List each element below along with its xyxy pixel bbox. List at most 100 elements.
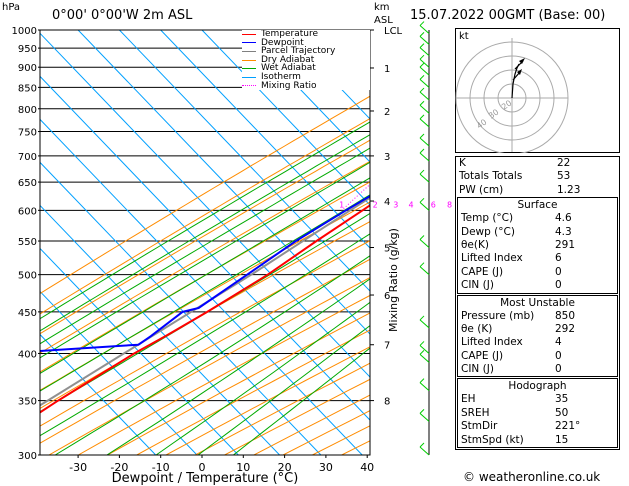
parcel-trajectory-line (40, 196, 370, 407)
legend-swatch (242, 50, 256, 52)
most-unstable-label: CIN (J) (461, 363, 494, 376)
most-unstable-label: Lifted Index (461, 336, 523, 349)
legend-label: Isotherm (261, 71, 301, 82)
dry-adiabat-line (40, 240, 370, 427)
pressure-tick-label: 600 (18, 206, 37, 217)
pressure-tick-label: 350 (18, 397, 37, 408)
legend-item: Mixing Ratio (242, 80, 370, 91)
wind-barb (419, 201, 430, 211)
wet-adiabat-line (40, 233, 370, 437)
most-unstable-value: 0 (555, 363, 562, 376)
isotherm-line (242, 30, 370, 163)
totals-totals-value: 53 (557, 170, 571, 183)
most-unstable-rows: Pressure (mb) 850 θe (K) 292 Lifted Index 4 CA… (458, 310, 617, 377)
surface-label: Lifted Index (461, 252, 523, 265)
x-tick-label: 0 (199, 461, 206, 474)
most-unstable-label: θe (K) (461, 322, 493, 335)
surface-value: 291 (555, 238, 576, 251)
legend-label: Parcel Trajectory (261, 46, 336, 57)
km-tick-label: 6 (384, 291, 390, 302)
mixing-ratio-label: 4 (408, 200, 413, 209)
surface-label: CIN (J) (461, 279, 494, 292)
wind-barb (419, 137, 430, 147)
wind-barb (419, 47, 430, 56)
legend-label: Temperature (261, 29, 319, 39)
mixing-ratio-label: 3 (393, 200, 398, 209)
x-tick-label: 40 (360, 461, 374, 474)
most-unstable-value: 4 (555, 336, 562, 349)
mixing-ratio-axis-label: Mixing Ratio (g/kg) (387, 228, 400, 332)
asl-axis-label: ASL (374, 15, 393, 26)
isotherm-line (40, 32, 370, 378)
isotherm-line (40, 204, 280, 455)
mixing-ratio-label: 6 (431, 200, 436, 209)
wet-adiabat-line (40, 147, 370, 345)
pressure-tick-label: 900 (18, 63, 37, 74)
most-unstable-title: Most Unstable (500, 296, 575, 309)
wet-adiabat-line (197, 324, 370, 455)
km-tick-label: LCL (384, 26, 403, 37)
wind-barb (419, 118, 430, 128)
legend-label: Dry Adiabat (261, 54, 315, 65)
mixing-ratio-label: 2 (373, 200, 378, 209)
most-unstable-row: θe (K) 292 (458, 323, 617, 336)
hodograph-rows: EH 35 SREH 50 StmDir 221° StmSpd (kt) 15 (458, 393, 617, 447)
surface-row: θe(K) 291 (458, 239, 617, 252)
hodograph-row: SREH 50 (458, 407, 617, 420)
dry-adiabat-line (40, 139, 370, 335)
pressure-tick-label: 850 (18, 83, 37, 94)
hodograph-row: StmDir 221° (458, 420, 617, 433)
mixing-ratio-label: 1 (339, 200, 344, 209)
dry-adiabat-line (78, 294, 370, 455)
wind-barb (419, 78, 430, 88)
pressure-tick-label: 400 (18, 349, 37, 360)
x-tick-label: -10 (152, 461, 170, 474)
km-tick-label: 5 (384, 244, 390, 255)
x-tick-label: 10 (236, 461, 250, 474)
legend-item: Parcel Trajectory (242, 47, 370, 56)
pressure-tick-label: 750 (18, 128, 37, 139)
surface-value: 4.3 (555, 225, 572, 238)
km-tick-label: 7 (384, 341, 390, 352)
hodograph-row: EH 35 (458, 393, 617, 406)
wind-barb (419, 266, 430, 276)
hodograph-value: 221° (555, 420, 581, 433)
km-tick-label: 3 (384, 152, 390, 163)
surface-label: Temp (°C) (461, 212, 514, 225)
most-unstable-value: 850 (555, 309, 576, 322)
surface-row: CAPE (J) 0 (458, 266, 617, 279)
wind-barb (419, 104, 430, 114)
surface-row: CIN (J) 0 (458, 279, 617, 292)
wet-adiabat-line (40, 177, 370, 375)
most-unstable-label: CAPE (J) (461, 349, 504, 362)
most-unstable-row: CAPE (J) 0 (458, 350, 617, 363)
most-unstable-value: 0 (555, 349, 562, 362)
most-unstable-value: 292 (555, 322, 576, 335)
legend-label: Mixing Ratio (261, 80, 317, 91)
x-tick-label: 20 (278, 461, 292, 474)
x-tick-label: -30 (69, 461, 87, 474)
indices-table: K 22 Totals Totals 53 PW (cm) 1.23 Surface … (455, 156, 620, 451)
wind-barb (419, 354, 430, 363)
hodograph-label: EH (461, 393, 476, 406)
pressure-tick-label: 500 (18, 271, 37, 282)
surface-row: Dewp (°C) 4.3 (458, 226, 617, 239)
pressure-tick-label: 700 (18, 152, 37, 163)
surface-value: 0 (555, 265, 562, 278)
legend-item: Dry Adiabat (242, 54, 370, 65)
wind-barb (419, 319, 430, 329)
dry-adiabat-line (40, 117, 370, 315)
hodograph-label: SREH (461, 406, 490, 419)
dewpoint-line (40, 194, 370, 352)
isotherm-line (40, 333, 157, 455)
surface-rows: Temp (°C) 4.6 Dewp (°C) 4.3 θe(K) 291 Lifted I… (458, 212, 617, 292)
hodograph-title: Hodograph (508, 380, 567, 393)
isotherm-line (40, 290, 198, 455)
wet-adiabat-line (155, 301, 370, 455)
surface-title: Surface (517, 199, 558, 212)
most-unstable-section: Most Unstable Pressure (mb) 850 θe (K) 292 L… (457, 294, 618, 378)
isotherm-line (40, 75, 370, 421)
wind-barb (419, 239, 430, 248)
dry-adiabat-line (40, 258, 370, 444)
wet-adiabat-line (54, 255, 370, 455)
